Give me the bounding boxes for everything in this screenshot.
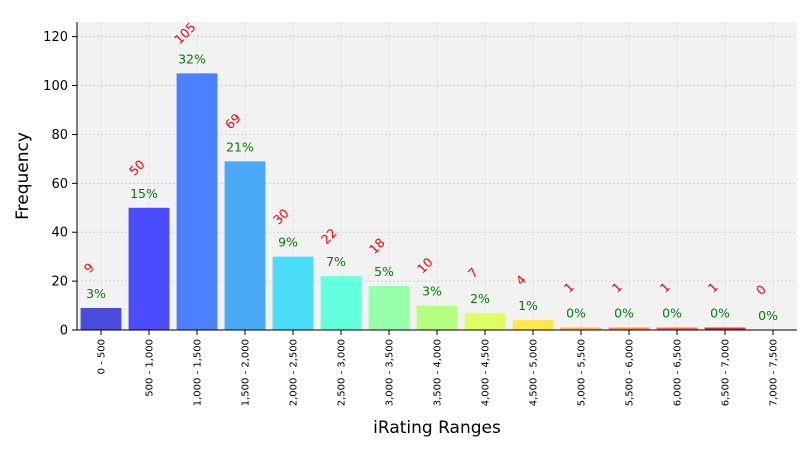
x-tick-label: 3,000 - 3,500	[385, 339, 396, 406]
x-tick-label: 5,500 - 6,000	[625, 339, 636, 406]
bar	[176, 73, 218, 330]
percent-label: 32%	[178, 51, 206, 66]
x-tick-label: 5,000 - 5,500	[577, 339, 588, 406]
y-tick-label: 60	[51, 177, 68, 192]
x-tick-label: 2,000 - 2,500	[289, 339, 300, 406]
bar	[464, 312, 506, 330]
bar	[704, 327, 746, 330]
x-tick-label: 7,000 - 7,500	[769, 339, 780, 406]
y-axis-title: Frequency	[13, 132, 33, 220]
x-tick-label: 4,500 - 5,000	[529, 339, 540, 406]
x-tick-label: 4,000 - 4,500	[481, 339, 492, 406]
percent-label: 0%	[758, 308, 778, 323]
x-tick-label: 6,000 - 6,500	[673, 339, 684, 406]
percent-label: 0%	[662, 306, 682, 321]
bar	[224, 161, 266, 330]
bar	[80, 308, 122, 330]
y-tick-label: 20	[51, 275, 68, 290]
bar	[416, 305, 458, 330]
percent-label: 7%	[326, 254, 346, 269]
percent-label: 2%	[470, 291, 490, 306]
bar	[608, 327, 650, 330]
x-tick-label: 2,500 - 3,000	[337, 339, 348, 406]
x-tick-label: 3,500 - 4,000	[433, 339, 444, 406]
percent-label: 9%	[278, 235, 298, 250]
bar-labels: 3%915%5032%10521%699%307%225%183%102%71%…	[81, 19, 778, 323]
y-tick-label: 40	[51, 226, 68, 241]
bar	[272, 256, 314, 330]
y-tick-label: 100	[43, 79, 68, 94]
x-ticks: 0 - 500 500 - 1,000 1,000 - 1,500 1,500 - 2…	[97, 330, 780, 406]
bar	[368, 286, 410, 330]
x-tick-label: 0 - 500	[97, 339, 108, 374]
percent-label: 21%	[226, 139, 254, 154]
percent-label: 5%	[374, 264, 394, 279]
bar	[560, 327, 602, 330]
percent-label: 3%	[422, 284, 442, 299]
x-axis-title: iRating Ranges	[373, 418, 501, 438]
percent-label: 3%	[86, 286, 106, 301]
y-tick-label: 0	[60, 324, 68, 339]
x-tick-label: 1,500 - 2,000	[241, 339, 252, 406]
y-ticks: 0 20 40 60 80 100 120	[43, 30, 77, 339]
y-tick-label: 120	[43, 30, 68, 45]
x-tick-label: 1,000 - 1,500	[193, 339, 204, 406]
percent-label: 0%	[614, 306, 634, 321]
bar	[512, 320, 554, 330]
x-tick-label: 500 - 1,000	[145, 339, 156, 397]
percent-label: 1%	[518, 298, 538, 313]
percent-label: 0%	[710, 306, 730, 321]
y-tick-label: 80	[51, 128, 68, 143]
bar	[656, 327, 698, 330]
percent-label: 0%	[566, 306, 586, 321]
percent-label: 15%	[130, 186, 158, 201]
x-tick-label: 6,500 - 7,000	[721, 339, 732, 406]
bars	[80, 73, 746, 330]
bar	[320, 276, 362, 330]
bar	[128, 207, 170, 330]
